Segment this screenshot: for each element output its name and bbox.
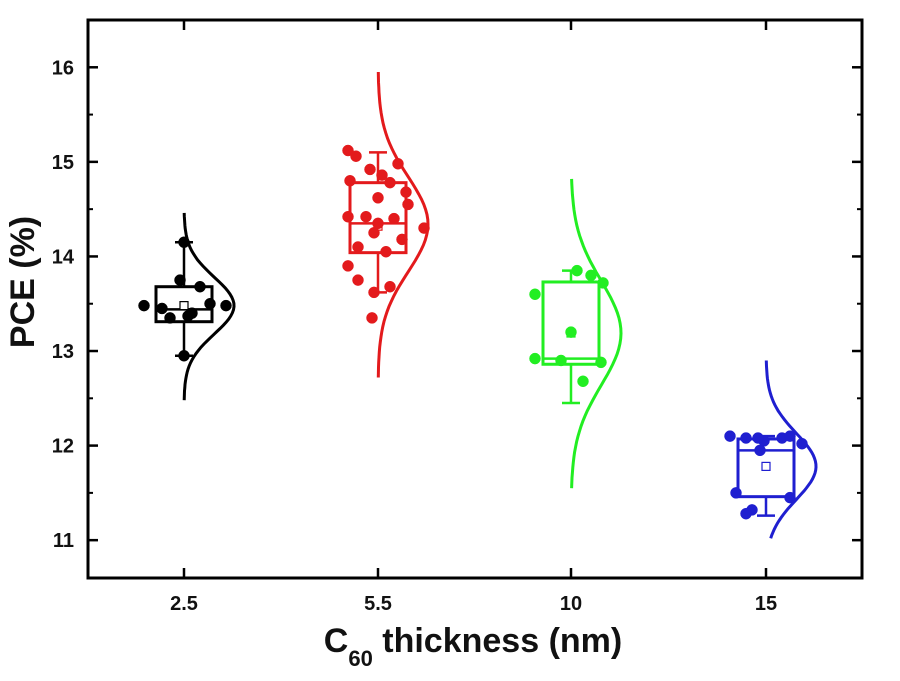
data-point <box>784 491 796 504</box>
data-point <box>376 169 388 181</box>
distribution-curve <box>182 212 236 401</box>
box <box>541 280 601 366</box>
data-point <box>384 176 396 189</box>
data-point <box>402 198 414 211</box>
distribution-curve <box>764 360 818 539</box>
data-point <box>595 356 607 369</box>
mean-marker <box>761 461 771 471</box>
y-axis-title: PCE (%) <box>4 216 42 348</box>
y-tick-label: 16 <box>52 57 74 79</box>
data-point <box>364 163 376 176</box>
distribution-curve <box>570 178 623 489</box>
y-tick-label: 12 <box>52 436 74 458</box>
data-point <box>164 312 176 324</box>
x-axis-title: C60 thickness (nm) <box>324 622 622 671</box>
x-tick-label: 10 <box>560 593 582 615</box>
data-point <box>178 349 190 362</box>
data-point <box>752 432 764 444</box>
data-point <box>204 297 216 310</box>
x-axis-title-prefix: C <box>324 622 349 660</box>
data-point <box>571 264 583 277</box>
data-point <box>730 487 742 499</box>
x-tick-label: 15 <box>755 593 777 615</box>
x-tick-label: 2.5 <box>170 593 198 615</box>
data-point <box>388 212 400 225</box>
data-point <box>156 302 168 315</box>
data-point <box>360 210 372 223</box>
y-tick-label: 14 <box>52 246 75 268</box>
data-point <box>740 507 752 520</box>
mean-marker <box>179 301 189 311</box>
data-point <box>529 352 541 365</box>
data-point <box>740 432 752 444</box>
data-point <box>368 227 380 239</box>
data-point <box>342 260 354 272</box>
data-point <box>194 280 206 293</box>
data-point <box>784 430 796 442</box>
data-point <box>384 280 396 293</box>
data-point <box>352 241 364 253</box>
data-point <box>396 233 408 246</box>
data-point <box>342 144 354 157</box>
data-point <box>577 375 589 388</box>
data-point <box>220 299 232 312</box>
data-point <box>366 312 378 324</box>
x-tick-label: 5.5 <box>364 593 392 615</box>
data-point <box>182 310 194 322</box>
data-point <box>344 175 356 187</box>
data-point <box>174 274 186 286</box>
data-point <box>724 430 736 442</box>
data-point <box>368 286 380 299</box>
data-point <box>565 326 577 338</box>
data-point <box>380 245 392 258</box>
data-point <box>529 288 541 301</box>
data-point <box>372 192 384 204</box>
x-axis-title-suffix: thickness (nm) <box>373 622 622 660</box>
data-point <box>400 186 412 198</box>
y-tick-label: 11 <box>53 530 74 552</box>
data-point <box>138 299 150 312</box>
plot-frame <box>86 18 864 580</box>
data-point <box>352 274 364 286</box>
data-point <box>555 354 567 367</box>
data-point <box>342 210 354 223</box>
y-tick-label: 15 <box>52 152 74 174</box>
data-point <box>350 150 362 162</box>
y-tick-label: 13 <box>52 341 74 363</box>
data-point <box>754 444 766 457</box>
plot-area: 11 12 13 14 15 16 2.5 5.5 10 15 <box>52 18 864 615</box>
x-axis-title-subscript: 60 <box>348 646 372 671</box>
distribution-curve <box>376 71 430 378</box>
